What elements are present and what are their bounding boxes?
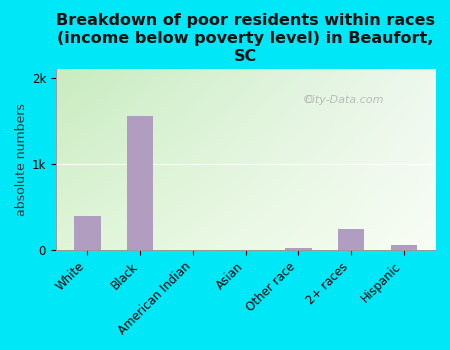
Bar [127,117,153,250]
Y-axis label: absolute numbers: absolute numbers [14,103,27,216]
Bar [391,245,417,250]
Text: ⊙: ⊙ [303,93,314,106]
Title: Breakdown of poor residents within races
(income below poverty level) in Beaufor: Breakdown of poor residents within races… [56,13,435,64]
Bar [285,248,311,250]
Bar [338,229,364,250]
Bar [74,216,101,250]
Text: City-Data.com: City-Data.com [305,95,384,105]
